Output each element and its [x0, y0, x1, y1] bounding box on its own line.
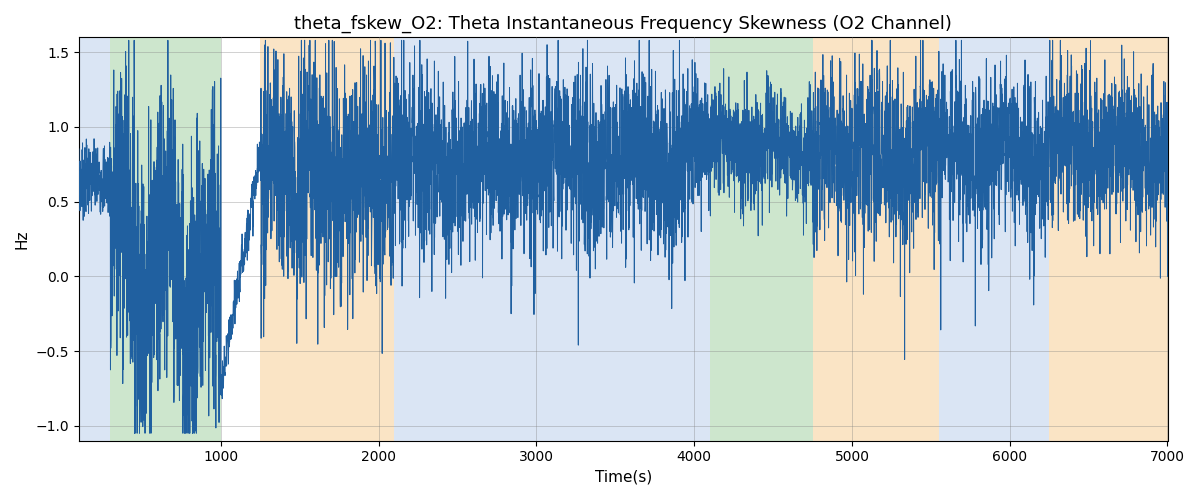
Bar [1049, 38, 1168, 440]
Y-axis label: Hz: Hz [14, 230, 30, 249]
Bar [110, 38, 221, 440]
Bar [710, 38, 812, 440]
Bar [260, 38, 395, 440]
X-axis label: Time(s): Time(s) [594, 470, 652, 485]
Bar [812, 38, 938, 440]
Bar [686, 38, 710, 440]
Bar [938, 38, 1049, 440]
Bar [79, 38, 110, 440]
Bar [395, 38, 686, 440]
Title: theta_fskew_O2: Theta Instantaneous Frequency Skewness (O2 Channel): theta_fskew_O2: Theta Instantaneous Freq… [294, 15, 952, 34]
